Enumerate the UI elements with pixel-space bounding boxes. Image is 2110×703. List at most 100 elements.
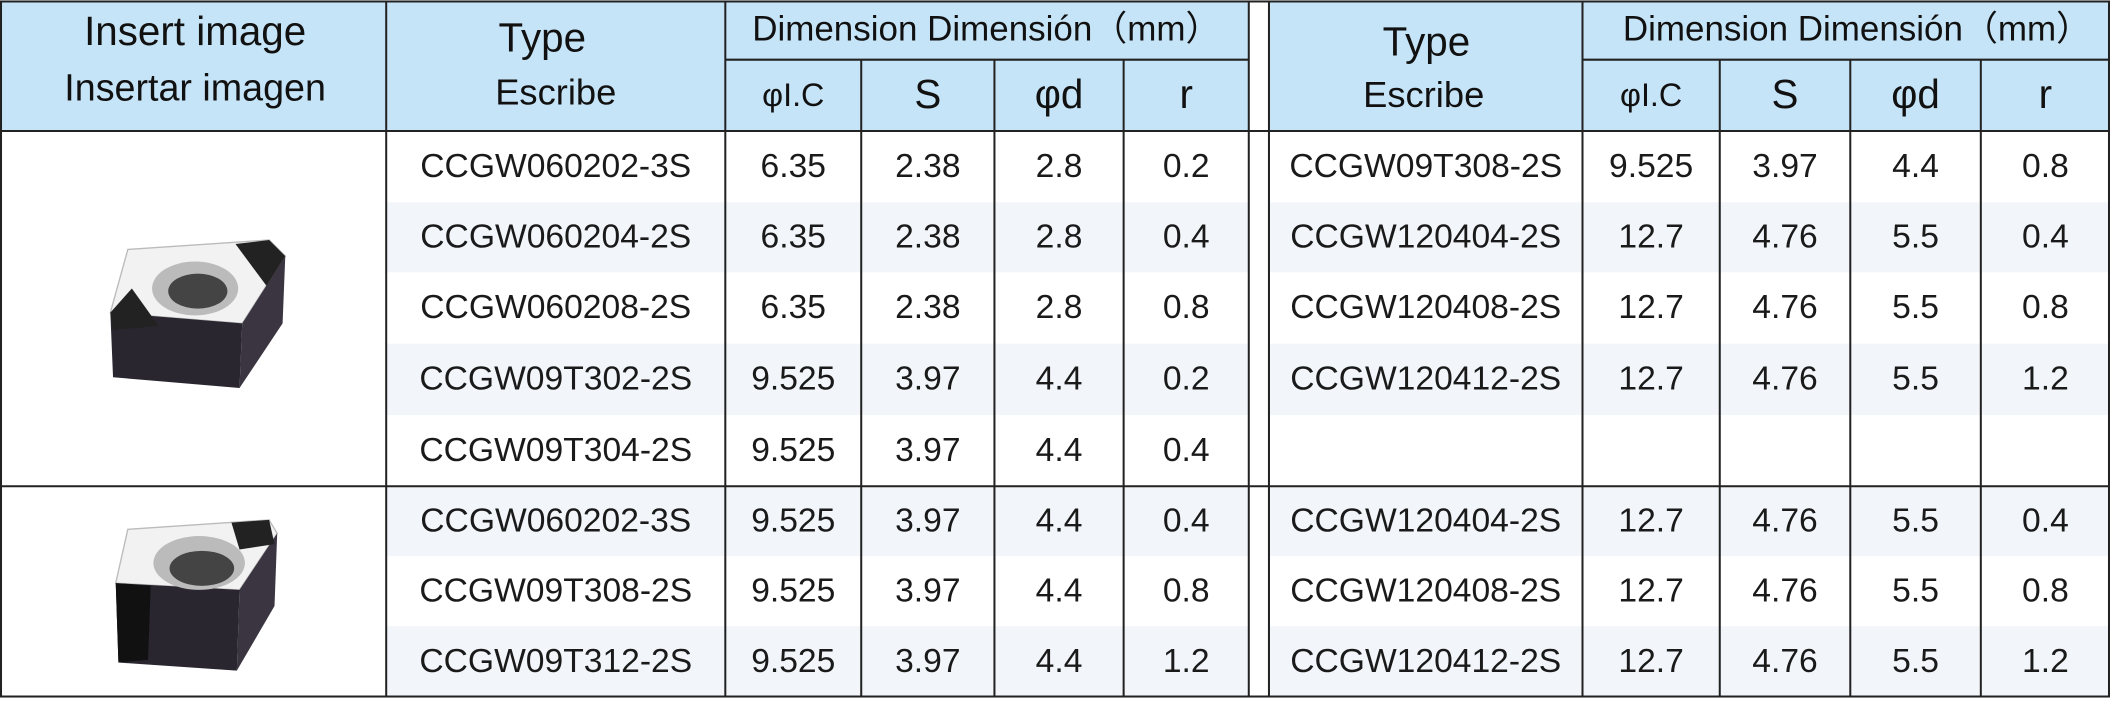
cell-text: 0.4 — [2022, 502, 2069, 539]
cell-text: 3.97 — [1752, 148, 1817, 185]
cell-text: 4.4 — [1036, 361, 1083, 398]
cell-text: CCGW060202-3S — [420, 148, 691, 185]
cell-text: 4.76 — [1752, 572, 1817, 609]
cell-text: 12.7 — [1618, 289, 1683, 326]
insert-hole — [169, 550, 235, 586]
cell-text: 12.7 — [1618, 502, 1683, 539]
cell-text: 1.2 — [2022, 361, 2069, 398]
cell-text: 5.5 — [1892, 219, 1939, 256]
gap — [1248, 0, 1269, 698]
cell-text: 4.4 — [1036, 572, 1083, 609]
cell-text: 0.8 — [2022, 289, 2069, 326]
column-header: S — [1772, 71, 1799, 117]
column-header: S — [914, 71, 941, 117]
cell-text: 3.97 — [895, 361, 960, 398]
cell-text: 5.5 — [1892, 361, 1939, 398]
cell-text: 4.4 — [1036, 502, 1083, 539]
cell-text: 9.525 — [1609, 148, 1693, 185]
cell-text: CCGW060202-3S — [420, 502, 691, 539]
cell-text: 4.76 — [1752, 643, 1817, 680]
cell-text: 12.7 — [1618, 572, 1683, 609]
cell-text: 2.38 — [895, 148, 960, 185]
row-stripe — [1268, 486, 2110, 557]
cell-text: 6.35 — [761, 148, 826, 185]
cell-text: 5.5 — [1892, 572, 1939, 609]
header-text: Dimension Dimensión（mm） — [752, 10, 1220, 49]
cell-text: CCGW120404-2S — [1290, 219, 1561, 256]
header-text: Insert image — [84, 8, 306, 54]
row-stripe — [1268, 202, 2110, 273]
cell-text: 5.5 — [1892, 502, 1939, 539]
cell-text: 0.4 — [2022, 219, 2069, 256]
row-stripe — [386, 626, 1249, 698]
cell-text: 9.525 — [751, 643, 835, 680]
cell-text: 4.4 — [1036, 432, 1083, 469]
cell-text: 3.97 — [895, 502, 960, 539]
header-text: Type — [1383, 19, 1471, 65]
cell-text: 0.8 — [2022, 572, 2069, 609]
cell-text: 9.525 — [751, 572, 835, 609]
row-stripe — [1268, 343, 2110, 415]
cell-text: 2.38 — [895, 219, 960, 256]
row-stripe — [1268, 626, 2110, 698]
insert-image-1 — [109, 239, 287, 389]
cell-text: 2.8 — [1036, 219, 1083, 256]
insert-tip — [115, 583, 151, 663]
cell-text: CCGW09T312-2S — [419, 643, 692, 680]
cell-text: CCGW09T308-2S — [419, 572, 692, 609]
cell-text: CCGW09T304-2S — [419, 432, 692, 469]
cell-text: 2.8 — [1036, 148, 1083, 185]
cell-text: CCGW060208-2S — [420, 289, 691, 326]
cell-text: 0.8 — [1163, 289, 1210, 326]
cell-text: 3.97 — [895, 572, 960, 609]
insert-tip — [110, 288, 159, 331]
cell-text: CCGW120408-2S — [1290, 289, 1561, 326]
column-header: φd — [1035, 71, 1084, 117]
header-text: Dimension Dimensión（mm） — [1623, 10, 2091, 49]
insert-side — [110, 312, 243, 389]
cell-text: 2.8 — [1036, 289, 1083, 326]
cell-text: 0.8 — [1163, 572, 1210, 609]
cell-text: 1.2 — [1163, 643, 1210, 680]
column-header: r — [1179, 71, 1192, 117]
cell-text: 0.4 — [1163, 502, 1210, 539]
insert-tip — [231, 519, 275, 550]
column-header: φI.C — [762, 77, 824, 113]
insert-hole — [168, 273, 228, 309]
cell-text: 0.2 — [1163, 361, 1210, 398]
cell-text: 2.38 — [895, 289, 960, 326]
cell-text: 0.4 — [1163, 219, 1210, 256]
cell-text: 9.525 — [751, 361, 835, 398]
insert-side — [239, 256, 286, 389]
row-stripe — [386, 486, 1249, 557]
cell-text: 9.525 — [751, 432, 835, 469]
cell-text: 4.76 — [1752, 289, 1817, 326]
row-stripe — [386, 343, 1249, 415]
cell-text: 6.35 — [761, 219, 826, 256]
stripes — [386, 202, 2110, 698]
header-text: Type — [499, 14, 587, 60]
header-text: Escribe — [495, 71, 616, 112]
insert-image-2 — [114, 519, 279, 671]
cell-text: 3.97 — [895, 643, 960, 680]
cell-text: 0.8 — [2022, 148, 2069, 185]
cell-text: CCGW120412-2S — [1290, 643, 1561, 680]
column-header: φI.C — [1620, 77, 1682, 113]
cell-text: 0.4 — [1163, 432, 1210, 469]
cell-text: CCGW120404-2S — [1290, 502, 1561, 539]
cell-text: 4.76 — [1752, 502, 1817, 539]
column-header: r — [2039, 71, 2052, 117]
cell-text: 1.2 — [2022, 643, 2069, 680]
cell-text: 4.4 — [1892, 148, 1939, 185]
cell-text: 4.4 — [1036, 643, 1083, 680]
cell-text: CCGW120412-2S — [1290, 361, 1561, 398]
insert-tip — [235, 240, 286, 286]
cell-text: 4.76 — [1752, 219, 1817, 256]
cell-text: CCGW09T308-2S — [1289, 148, 1562, 185]
cell-text: CCGW09T302-2S — [419, 361, 692, 398]
